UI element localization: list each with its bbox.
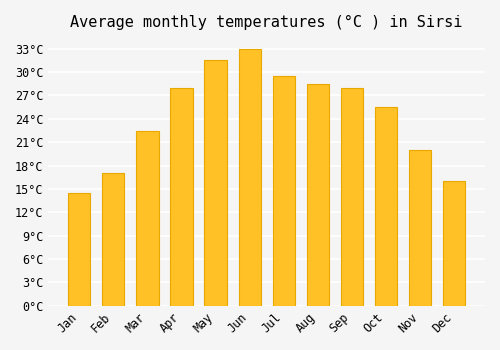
Bar: [409, 150, 431, 306]
Bar: [136, 131, 158, 306]
Bar: [375, 107, 397, 306]
Bar: [272, 76, 295, 306]
Bar: [443, 181, 465, 306]
Bar: [170, 88, 192, 306]
Bar: [204, 61, 227, 306]
Bar: [341, 88, 363, 306]
Bar: [68, 193, 90, 306]
Bar: [102, 173, 124, 306]
Bar: [306, 84, 329, 306]
Title: Average monthly temperatures (°C ) in Sirsi: Average monthly temperatures (°C ) in Si…: [70, 15, 463, 30]
Bar: [238, 49, 260, 306]
